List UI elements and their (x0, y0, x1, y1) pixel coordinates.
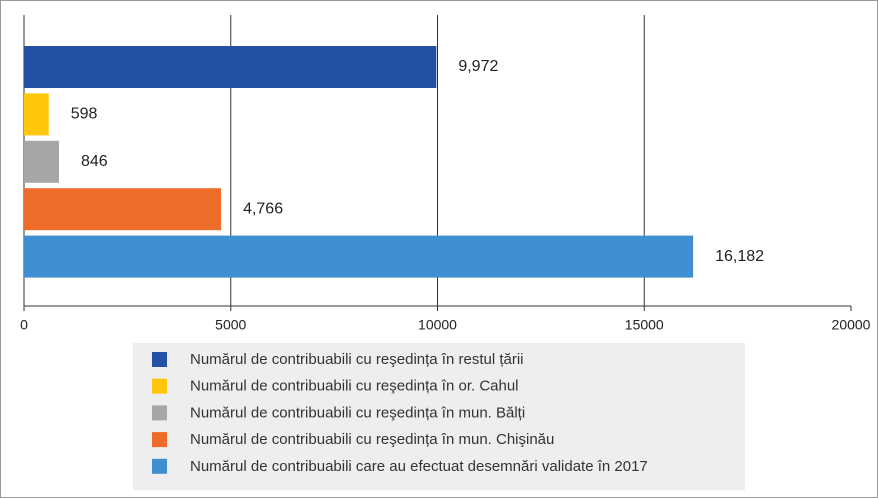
legend-swatch (152, 352, 167, 367)
value-label: 846 (81, 153, 108, 170)
bar (24, 188, 222, 231)
x-tick-label: 0 (20, 317, 28, 333)
value-label: 4,766 (243, 200, 283, 217)
bar (24, 140, 59, 183)
x-tick-label: 15000 (625, 317, 664, 333)
legend-label: Numărul de contribuabili cu reşedința în… (190, 378, 519, 395)
legend-swatch (152, 432, 167, 448)
legend-label: Numărul de contribuabili cu reşedința în… (190, 404, 525, 421)
value-label: 16,182 (715, 248, 764, 265)
legend-swatch (152, 378, 167, 394)
legend-label: Numărul de contribuabili care au efectua… (190, 458, 648, 475)
legend-swatch (152, 458, 167, 474)
x-tick-label: 10000 (418, 317, 457, 333)
legend (133, 343, 745, 490)
x-tick-label: 20000 (832, 317, 871, 333)
bar (24, 93, 49, 136)
bar (24, 235, 694, 278)
x-tick-label: 5000 (215, 317, 246, 333)
legend-label: Numărul de contribuabili cu reşedința în… (190, 431, 554, 448)
value-label: 598 (71, 106, 98, 123)
legend-swatch (152, 405, 167, 421)
legend-label: Numărul de contribuabili cu reşedința în… (190, 351, 524, 368)
bar (24, 46, 437, 88)
value-label: 9,972 (458, 58, 498, 75)
